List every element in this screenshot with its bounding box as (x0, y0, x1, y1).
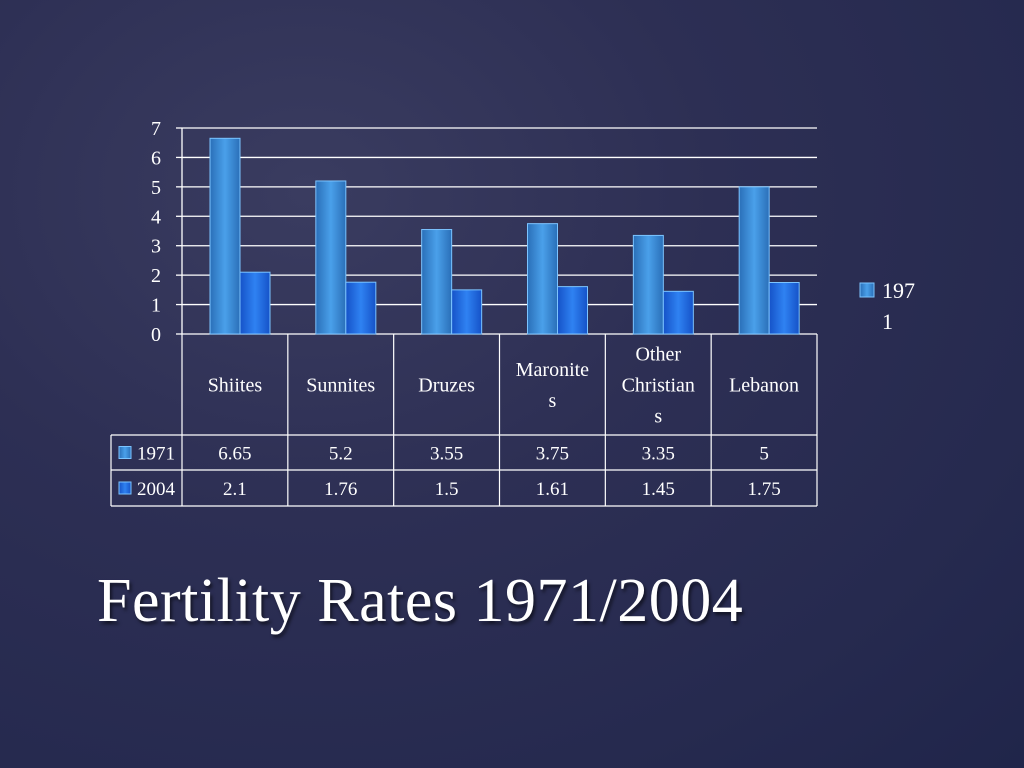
data-label-2004: 1.61 (536, 479, 569, 500)
y-tick-label: 6 (151, 147, 161, 169)
data-label-1971: 3.35 (642, 444, 675, 465)
category-label: Sunnites (306, 375, 375, 397)
data-label-2004: 1.76 (324, 479, 357, 500)
data-label-2004: 1.5 (435, 479, 459, 500)
legend-key-1971 (859, 282, 875, 298)
y-tick-label: 3 (151, 236, 161, 258)
bar-2004-maronites (557, 286, 588, 335)
data-label-1971: 3.55 (430, 444, 463, 465)
bar-2004-sunnites (345, 281, 377, 335)
data-label-1971: 5 (759, 444, 769, 465)
legend-label: 197 1 (882, 278, 915, 334)
data-table: Shiites Sunnites Druzes Maronite s Other Chris… (110, 334, 818, 507)
y-axis-ticks: 0 1 2 3 4 5 6 7 (151, 118, 161, 346)
y-tick-label: 4 (151, 206, 161, 228)
bar-1971-lebanon (738, 186, 770, 335)
bar-1971-shiites (209, 137, 241, 335)
bar-2004-other-christians (662, 290, 694, 335)
data-label-2004: 2.1 (223, 479, 247, 500)
y-tick-label: 1 (151, 295, 161, 317)
y-tick-label: 2 (151, 265, 161, 287)
legend-key-1971 (118, 446, 132, 459)
bar-2004-shiites (239, 271, 271, 335)
y-tick-label: 5 (151, 177, 161, 199)
data-label-1971: 3.75 (536, 444, 569, 465)
category-label: Lebanon (729, 375, 799, 397)
data-label-2004: 1.75 (747, 479, 780, 500)
bar-chart: 0 1 2 3 4 5 6 7 Shiites Sunnites Druzes Maronite s O… (110, 118, 915, 507)
bar-1971-sunnites (315, 180, 347, 335)
category-label: Other Christian s (622, 344, 695, 428)
legend: 197 1 (859, 278, 915, 334)
data-label-1971: 6.65 (218, 444, 251, 465)
legend-key-2004 (118, 481, 132, 495)
category-label: Druzes (418, 375, 475, 397)
gridlines (176, 127, 817, 335)
bars (209, 137, 800, 335)
category-label: Shiites (208, 375, 263, 397)
series-name-1971: 1971 (137, 444, 175, 465)
bar-1971-other-christians (632, 234, 664, 335)
y-tick-label: 0 (151, 324, 161, 346)
series-name-2004: 2004 (137, 479, 176, 500)
category-label: Maronite s (516, 359, 589, 412)
bar-2004-lebanon (768, 282, 800, 335)
y-tick-label: 7 (151, 118, 161, 140)
bar-1971-maronites (527, 223, 558, 335)
bar-2004-druzes (451, 289, 483, 335)
data-label-1971: 5.2 (329, 444, 353, 465)
slide-title: Fertility Rates 1971/2004 (97, 567, 744, 635)
bar-1971-druzes (421, 229, 453, 335)
data-label-2004: 1.45 (642, 479, 675, 500)
